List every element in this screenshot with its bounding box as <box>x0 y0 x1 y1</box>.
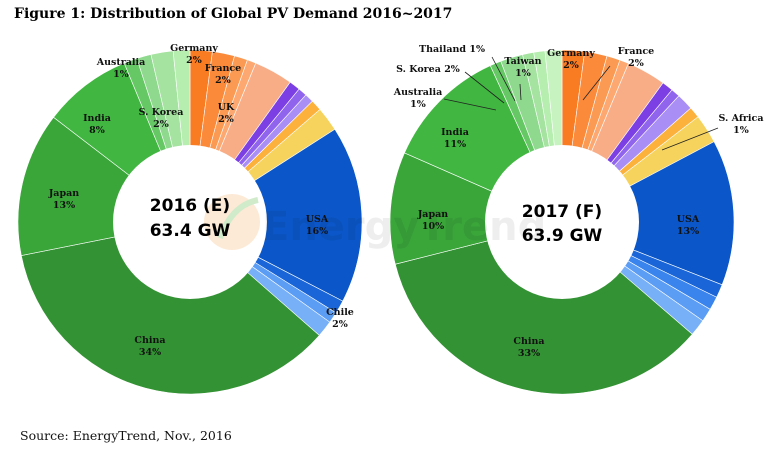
slice-label-australia-0: Australia 1% <box>96 57 146 80</box>
donut-hole-2017 <box>485 145 639 299</box>
figure-title: Figure 1: Distribution of Global PV Dema… <box>14 6 453 22</box>
slice-label-france-1: France 2% <box>618 46 654 69</box>
leader-line-australia-1 <box>443 98 497 111</box>
slice-label-india-1: India 11% <box>441 127 469 150</box>
donut-chart-2017: Germany 2% France 2% S. Africa 1% USA 13% China 3… <box>389 44 764 395</box>
slice-label-thailand-1: Thailand 1% <box>419 44 485 55</box>
slice-label-s-korea-1: S. Korea 2% <box>396 64 460 75</box>
leader-line-s-korea-1 <box>464 71 505 104</box>
labels-2017: Germany 2% France 2% S. Africa 1% USA 13% China 3… <box>393 44 764 359</box>
slice-label-france-0: France 2% <box>205 63 241 86</box>
slice-label-uk-0: UK 2% <box>218 102 235 125</box>
leader-line-france-1 <box>582 65 611 101</box>
slice-label-taiwan-1: Taiwan 1% <box>504 56 541 79</box>
labels-2016: Germany 2%France 2% UK 2% USA 16% Chile 2% China 3… <box>48 43 354 358</box>
center-label-2017: 2017 (F) <box>522 202 602 222</box>
slice-label-chile-0: Chile 2% <box>326 307 354 330</box>
leader-line-s-africa-1 <box>661 127 719 151</box>
slice-label-australia-1: Australia 1% <box>393 87 443 110</box>
slice-china-1 <box>394 221 693 395</box>
watermark-leaf-icon <box>217 197 259 240</box>
slice-label-japan-1: Japan 10% <box>417 209 448 232</box>
slice-label-germany-0: Germany 2% <box>170 43 218 66</box>
center-value-2017: 63.9 GW <box>522 226 603 246</box>
slice-label-china-0: China 34% <box>134 335 165 358</box>
slice-china-0 <box>20 221 320 395</box>
slice-japan-1 <box>389 152 563 265</box>
watermark: EnergyTrend <box>204 194 546 250</box>
slice-usa-1 <box>561 141 735 286</box>
slice-usa-0 <box>189 128 363 302</box>
leader-line-taiwan-1 <box>519 83 522 101</box>
leader-line-thailand-1 <box>491 56 516 102</box>
slice-label-s-africa-1: S. Africa 1% <box>719 113 764 136</box>
slice-label-s-korea-0: S. Korea 2% <box>139 107 184 130</box>
slice-label-india-0: India 8% <box>83 113 111 136</box>
slice-label-japan-0: Japan 13% <box>48 188 79 211</box>
donut-hole-2016 <box>113 145 267 299</box>
source-note: Source: EnergyTrend, Nov., 2016 <box>20 428 232 443</box>
slice-label-usa-1: USA 13% <box>677 214 700 237</box>
center-value-2016: 63.4 GW <box>150 221 231 241</box>
slice-label-germany-1: Germany 2% <box>547 48 595 71</box>
slice-label-china-1: China 33% <box>513 336 544 359</box>
slice-label-usa-0: USA 16% <box>306 214 329 237</box>
watermark-text: EnergyTrend <box>262 204 546 250</box>
center-label-2016: 2016 (E) <box>150 196 230 216</box>
